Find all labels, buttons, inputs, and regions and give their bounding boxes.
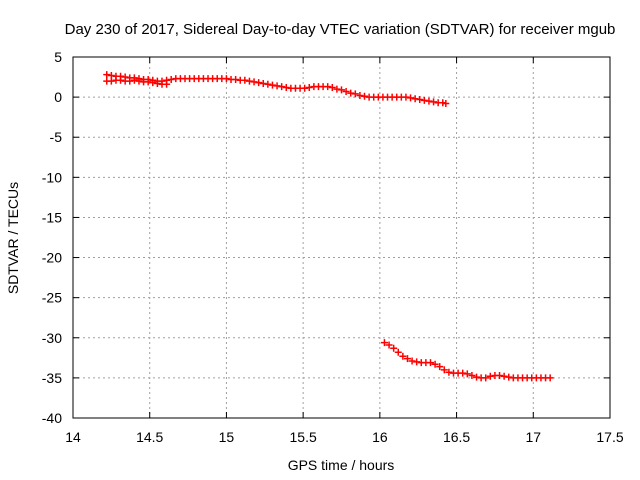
data-point xyxy=(442,100,450,108)
data-point xyxy=(305,83,313,91)
y-tick-label: -40 xyxy=(42,410,62,426)
data-point xyxy=(420,96,428,104)
x-tick-label: 17.5 xyxy=(596,429,623,445)
x-tick-label: 14 xyxy=(65,429,81,445)
data-point xyxy=(431,360,439,368)
data-point xyxy=(250,78,258,86)
data-point xyxy=(430,98,438,106)
data-point xyxy=(163,80,171,88)
data-point xyxy=(402,93,410,101)
data-point xyxy=(411,95,419,103)
data-point xyxy=(403,355,411,363)
data-point xyxy=(135,77,143,85)
data-point xyxy=(301,84,309,92)
data-point xyxy=(103,71,111,79)
data-point xyxy=(117,76,125,84)
data-point xyxy=(361,92,369,100)
data-point xyxy=(324,83,332,91)
data-point xyxy=(380,339,388,347)
chart-title: Day 230 of 2017, Sidereal Day-to-day VTE… xyxy=(65,21,616,38)
y-tick-label: -30 xyxy=(42,330,62,346)
data-point xyxy=(468,371,476,379)
data-point xyxy=(416,96,424,104)
y-tick-label: -10 xyxy=(42,169,62,185)
data-point xyxy=(268,81,276,89)
data-point xyxy=(459,369,467,377)
data-point xyxy=(399,352,407,360)
x-tick-label: 16 xyxy=(372,429,388,445)
data-point xyxy=(546,374,554,382)
x-axis-label: GPS time / hours xyxy=(288,457,395,473)
data-point xyxy=(144,78,152,86)
data-point xyxy=(436,363,444,371)
y-tick-label: -25 xyxy=(42,290,62,306)
x-tick-label: 17 xyxy=(525,429,541,445)
x-tick-label: 15 xyxy=(219,429,235,445)
y-tick-label: -5 xyxy=(50,129,63,145)
data-point xyxy=(413,358,421,366)
data-point xyxy=(347,89,355,97)
data-point xyxy=(482,374,490,382)
data-point xyxy=(333,85,341,93)
data-point xyxy=(500,372,508,380)
data-point xyxy=(255,79,263,87)
data-point xyxy=(245,77,253,85)
data-point xyxy=(385,341,393,349)
data-point xyxy=(473,373,481,381)
x-tick-label: 14.5 xyxy=(136,429,163,445)
data-point xyxy=(486,372,494,380)
data-point xyxy=(445,368,453,376)
grid xyxy=(73,57,610,418)
data-point xyxy=(222,75,230,83)
data-point xyxy=(107,77,115,85)
x-tick-label: 15.5 xyxy=(290,429,317,445)
data-point xyxy=(394,348,402,356)
y-axis-label: SDTVAR / TECUs xyxy=(5,182,21,294)
y-tick-label: -20 xyxy=(42,250,62,266)
data-point xyxy=(259,79,267,87)
data-point xyxy=(351,90,359,98)
data-point xyxy=(241,76,249,84)
data-point xyxy=(130,76,138,84)
data-point xyxy=(149,79,157,87)
data-point xyxy=(278,83,286,91)
data-point xyxy=(264,80,272,88)
data-point xyxy=(232,75,240,83)
data-point xyxy=(282,83,290,91)
axis-ticks: 14 14.5 15 15.5 16 16.5 17 17.5 5 0 -5 -10 -15 -20 -25… xyxy=(42,49,624,445)
y-tick-label: -15 xyxy=(42,209,62,225)
data-point xyxy=(496,371,504,379)
data-point xyxy=(505,373,513,381)
data-point xyxy=(273,82,281,90)
data-point xyxy=(440,366,448,374)
data-point xyxy=(356,92,364,100)
data-point xyxy=(342,87,350,95)
data-point xyxy=(126,77,134,85)
y-tick-label: -35 xyxy=(42,370,62,386)
x-tick-label: 16.5 xyxy=(443,429,470,445)
data-point xyxy=(408,357,416,365)
y-tick-label: 0 xyxy=(54,89,62,105)
data-point xyxy=(425,97,433,105)
data-points xyxy=(103,71,554,382)
data-point xyxy=(407,94,415,102)
y-tick-label: 5 xyxy=(54,49,62,65)
data-point xyxy=(463,370,471,378)
data-point xyxy=(328,83,336,91)
data-point xyxy=(338,86,345,94)
data-point xyxy=(426,359,434,367)
data-point xyxy=(390,344,398,352)
data-point xyxy=(153,79,161,87)
plot-frame xyxy=(72,56,611,419)
data-point xyxy=(167,75,175,83)
